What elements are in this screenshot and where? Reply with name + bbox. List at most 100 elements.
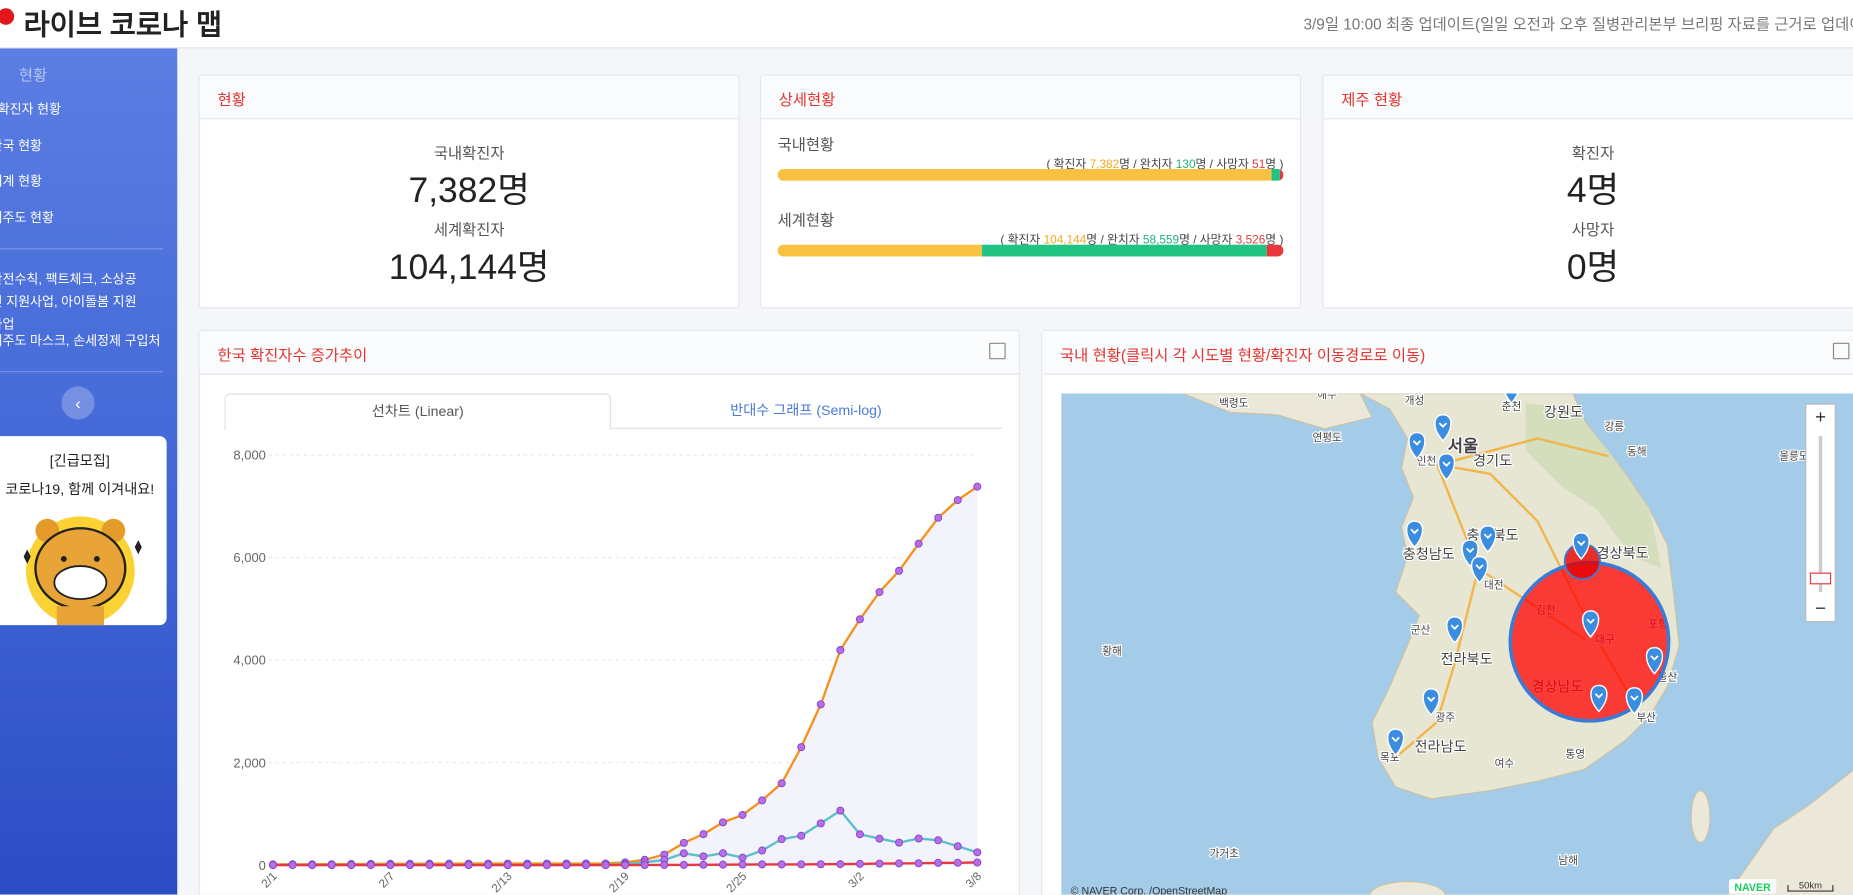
data-point [718,849,727,858]
data-point [699,860,708,869]
card-title: 상세현황 [778,90,836,109]
marker-icon [1465,547,1475,554]
data-point [855,615,864,624]
marker-icon [1475,564,1484,570]
data-point [934,858,943,867]
card-title: 국내 현황(클릭시 각 시도별 현황/확진자 이동경로로 이동) [1060,346,1426,364]
stat-label: 세계확진자 [433,220,505,239]
data-point [953,858,962,867]
x-tick-label: 3/8 [963,869,985,891]
data-point [621,861,630,870]
x-tick-label: 2/7 [376,869,398,891]
map[interactable]: 개성춘천강원도백령도해주연평도강릉동해울릉도서울인천경기도충청북도충청남도대전경… [1061,393,1853,895]
data-point [758,860,767,869]
land [1182,393,1373,430]
data-point [484,861,493,870]
data-point [758,796,767,805]
map-label: 춘천 [1502,401,1522,413]
count-label: 명 ) [1265,158,1284,172]
marker-icon [1442,461,1451,467]
marker-icon [1412,440,1422,446]
menu-item[interactable]: 확진자 현황 [0,102,62,117]
data-point [934,513,943,522]
marker-icon [1594,693,1604,699]
data-point [777,779,786,788]
marker-pin [1504,393,1519,405]
count-label: 명 / 완치자 [1086,233,1143,247]
menu-item[interactable]: 한국 현황 [0,139,43,154]
land [1726,769,1853,895]
data-point [738,860,747,869]
sidebar: 현황 확진자 현황 한국 현황 세계 현황 제주도 현황 안전수칙, 팩트체크,… [0,48,178,895]
data-point [503,861,512,870]
tab[interactable]: 반대수 그래프 (Semi-log) [730,401,882,419]
data-point [836,645,845,655]
tab-rule [223,427,1003,429]
divider [0,248,164,250]
menu-link[interactable]: 안전수칙, 팩트체크, 소상공인 지원사업, 아이돌봄 지원사업 [0,272,137,333]
data-point [699,830,708,839]
y-tick-label: 2,000 [233,755,266,770]
data-point [758,846,767,855]
stat-value: 104,144명 [388,248,550,288]
zoom-in: + [1815,407,1826,428]
marker-icon [1426,696,1436,703]
card-header: 현황 [199,75,739,120]
promo-card[interactable]: [긴급모집] 코로나19, 함께 이겨내요! [0,436,167,626]
card-header: 제주 현황 [1323,75,1853,120]
data-point [738,810,747,819]
data-point [542,861,551,870]
map-label: 동해 [1627,445,1647,458]
data-point [914,539,923,548]
menu-item[interactable]: 세계 현황 [0,174,43,190]
menu-link[interactable]: 제주도 마스크, 손세정제 구입처 [0,334,161,349]
count: 104,144 [1043,233,1087,247]
stat-value: 0명 [1566,248,1620,288]
cluster-circle [1508,560,1671,723]
zoom-handle [1809,572,1832,585]
map-label: 대전 [1484,580,1504,592]
data-point [268,861,278,870]
stat-label: 확진자 [1571,144,1615,162]
data-point [816,819,825,828]
external-link-icon[interactable] [989,342,1006,360]
site-title[interactable]: 라이브 코로나 맵 [23,9,223,42]
data-point [562,861,571,870]
marker-icon [1577,540,1586,547]
external-link-icon[interactable] [1832,342,1850,360]
update-notice: 3/9일 10:00 최종 업데이트(일일 오전과 오후 질병관리본부 브리핑 … [1303,15,1853,34]
detail-card: 상세현황 국내현황( 확진자 7,382명 / 완치자 130명 / 사망자 5… [759,74,1302,309]
data-point [797,743,806,752]
marker-icon [1483,533,1493,539]
data-point [366,861,375,870]
y-tick-label: 4,000 [233,653,266,668]
road [1448,437,1609,464]
data-point [914,859,923,868]
card-title: 제주 현황 [1341,90,1403,109]
count: 58,559 [1142,233,1180,247]
data-point [797,860,806,869]
count: 7,382 [1089,158,1120,172]
tab-active[interactable]: 선차트 (Linear) [224,393,611,431]
data-point [523,861,532,870]
data-point [797,831,806,840]
map-label: 해주 [1317,394,1337,402]
data-point [718,860,727,869]
data-point [973,848,982,857]
data-point [660,860,669,869]
row-label: 국내현황 [777,135,835,154]
menu-item[interactable]: 제주도 현황 [0,211,54,226]
map-label: 연평도 [1312,432,1342,444]
data-point [718,818,727,827]
map-label: 개성 [1405,395,1425,407]
data-point [816,700,825,709]
collapse-button[interactable]: ‹ [61,386,95,420]
stat-label: 사망자 [1571,220,1615,239]
y-tick-label: 6,000 [233,550,266,565]
bar-active [777,244,982,257]
card-header: 상세현황 [761,75,1300,120]
marker-icon [1391,736,1400,743]
count: 3,526 [1235,233,1266,247]
